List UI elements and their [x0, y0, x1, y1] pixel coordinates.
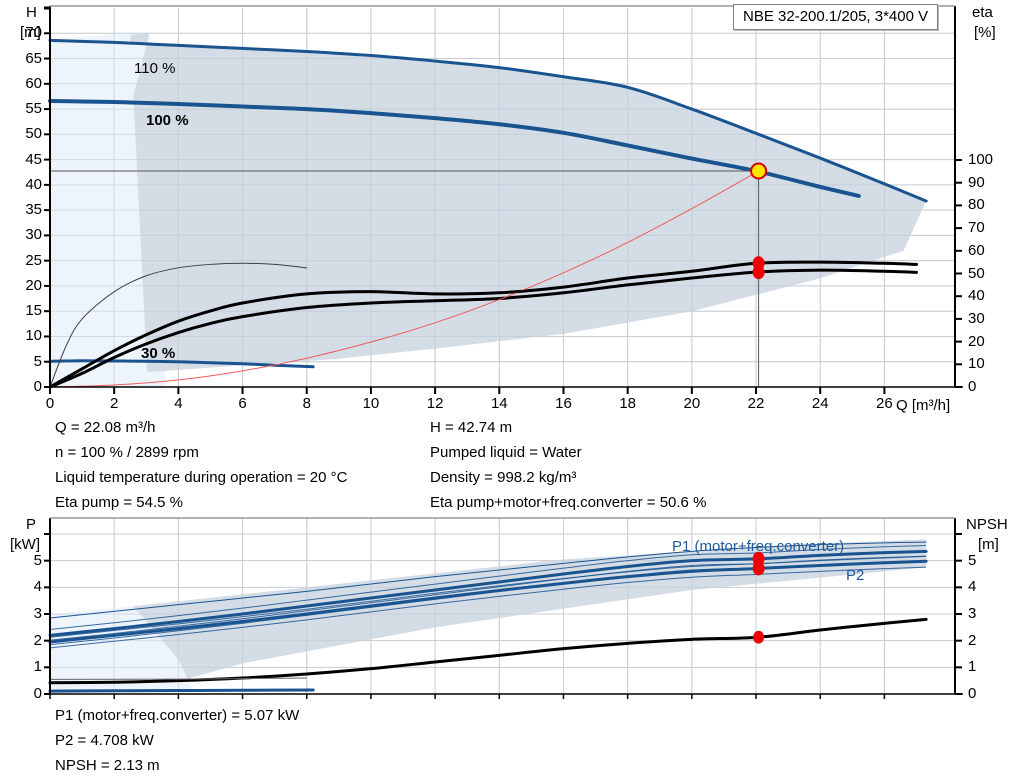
info-density: Density = 998.2 kg/m³ [430, 469, 577, 486]
top-x-tick: 18 [619, 395, 636, 412]
top-curve-label-2: 30 % [141, 345, 176, 362]
info-temp: Liquid temperature during operation = 20… [55, 469, 348, 486]
bot-y-right-unit: [m] [978, 536, 999, 553]
top-x-tick: 24 [811, 395, 829, 412]
top-x-tick: 20 [683, 395, 701, 412]
top-x-tick: 14 [490, 395, 508, 412]
top-y-left-tick: 20 [25, 276, 42, 294]
bot-y-left-tick: 3 [33, 605, 42, 622]
top-y-left-tick: 10 [25, 327, 42, 345]
top-x-tick: 2 [110, 395, 119, 412]
top-x-tick: 0 [45, 395, 55, 412]
top-y-left-tick: 55 [25, 100, 42, 118]
bot-y-right-tick: 4 [968, 578, 977, 596]
bot-y-left-tick: 2 [33, 631, 42, 649]
info-p2: P2 = 4.708 kW [55, 732, 154, 749]
top-y-left-tick: 65 [25, 49, 42, 67]
top-y-right-tick: 70 [968, 219, 985, 237]
bot-y-left-unit: [kW] [10, 536, 40, 553]
bot-y-right-tick: 0 [968, 685, 977, 702]
info-q: Q = 22.08 m³/h [55, 419, 156, 436]
info-h: H = 42.74 m [430, 419, 513, 436]
top-y-left-unit: [m] [20, 24, 41, 41]
bot-y-left-tick: 1 [33, 658, 42, 676]
top-x-tick: 4 [174, 395, 183, 412]
top-y-left-tick: 70 [25, 24, 42, 42]
top-y-right-tick: 90 [968, 173, 985, 191]
top-y-left-tick: 5 [33, 352, 42, 370]
top-x-tick: 22 [747, 395, 765, 412]
top-y-right-tick: 80 [968, 196, 985, 214]
bot-y-right-tick: 2 [968, 631, 977, 649]
top-y-left-tick: 25 [25, 251, 42, 269]
top-x-tick: 6 [238, 395, 247, 412]
top-y-right-tick: 20 [968, 332, 985, 350]
info-p1: P1 (motor+freq.converter) = 5.07 kW [55, 707, 300, 724]
top-y-right-tick: 100 [968, 151, 994, 168]
top-y-right-label: eta [972, 4, 993, 21]
top-y-left-tick: 40 [25, 175, 42, 193]
bot-y-right-tick: 5 [968, 551, 977, 569]
top-y-left-tick: 60 [25, 74, 42, 92]
top-x-tick: 12 [426, 395, 444, 412]
top-x-tick: 8 [302, 395, 311, 412]
top-y-left-tick: 35 [25, 201, 42, 219]
info-eta-tot: Eta pump+motor+freq.converter = 50.6 % [430, 494, 707, 511]
model-title-box: NBE 32-200.1/205, 3*400 V [733, 4, 939, 30]
top-x-tick: 16 [555, 395, 572, 412]
top-y-right-tick: 50 [968, 264, 985, 282]
top-y-left-tick: 15 [25, 302, 42, 320]
power-npsh-chart [44, 517, 963, 699]
bot-y-right-label: NPSH [966, 516, 1008, 533]
top-y-left-tick: 45 [25, 150, 42, 168]
top-x-tick: 26 [876, 395, 893, 412]
bot-y-left-label: P [26, 516, 37, 533]
bot-y-right-tick: 1 [968, 658, 977, 676]
top-curve-label-1: 100 % [146, 112, 189, 129]
bot-y-right-tick: 3 [968, 605, 977, 622]
top-curve-label-0: 110 % [134, 60, 176, 77]
top-y-left-label: H [26, 4, 37, 21]
top-y-right-tick: 0 [968, 378, 977, 395]
top-y-left-tick: 50 [25, 125, 42, 143]
bot-curve-label-0: P1 (motor+freq.converter) [672, 538, 845, 555]
top-y-right-tick: 40 [968, 287, 985, 305]
top-y-left-tick: 0 [33, 378, 42, 395]
info-n: n = 100 % / 2899 rpm [55, 444, 199, 461]
bot-y-left-tick: 5 [33, 551, 42, 569]
top-y-right-unit: [%] [974, 24, 996, 41]
top-y-left-tick: 30 [25, 226, 42, 244]
info-liquid: Pumped liquid = Water [430, 444, 582, 461]
info-eta: Eta pump = 54.5 % [55, 494, 183, 511]
info-npsh: NPSH = 2.13 m [55, 757, 160, 774]
top-y-right-tick: 60 [968, 241, 985, 259]
top-y-right-tick: 10 [968, 355, 985, 373]
bot-curve-label-1: P2 [846, 567, 865, 584]
bot-y-left-tick: 0 [33, 685, 42, 702]
top-x-label: Q [m³/h] [896, 397, 951, 414]
top-x-tick: 10 [362, 395, 380, 412]
head-efficiency-chart [44, 5, 963, 394]
bot-y-left-tick: 4 [33, 578, 42, 596]
top-y-right-tick: 30 [968, 309, 985, 327]
